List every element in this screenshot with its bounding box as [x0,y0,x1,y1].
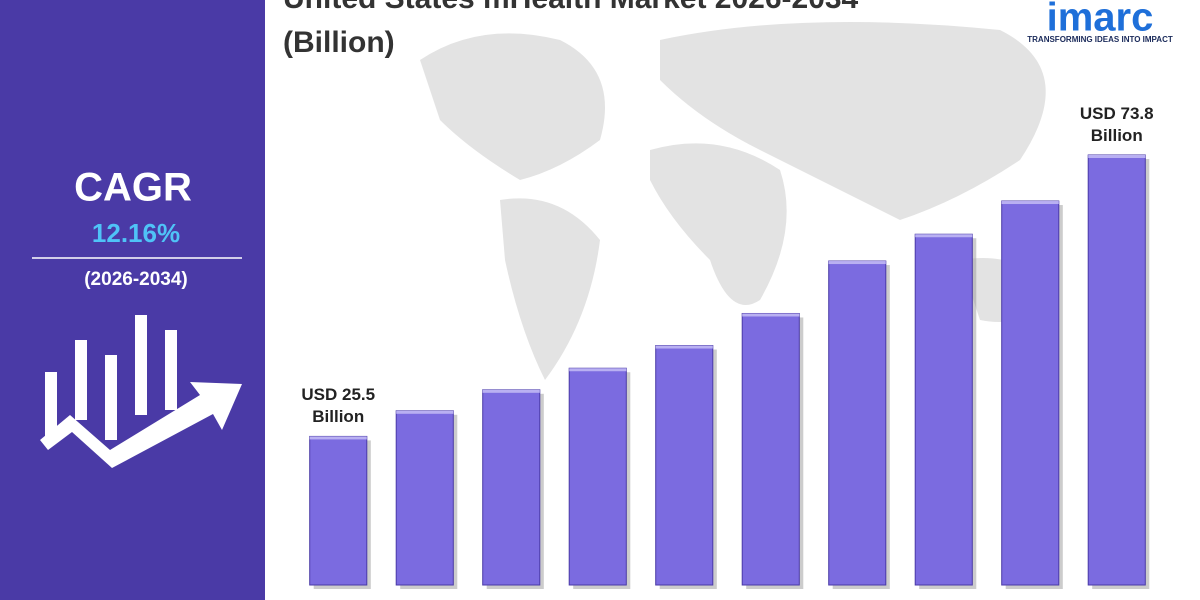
value-label: USD 25.5 Billion [301,385,376,427]
cagr-label: CAGR [74,166,192,210]
side-panel [0,0,265,600]
bar [914,233,973,586]
bar-top [828,261,886,265]
bar-top [915,234,973,238]
bar [1001,200,1060,586]
bar-top [742,313,800,317]
bar-top [569,368,627,372]
bar [1087,154,1146,586]
value-label: USD 73.8 Billion [1079,104,1154,145]
bar-top [482,389,540,393]
bar-top [1088,155,1146,158]
logo-tagline: TRANSFORMING IDEAS INTO IMPACT [1027,35,1173,44]
bar-top [309,436,367,440]
bar [655,345,714,586]
bar [741,312,800,586]
logo-name: imarc [1047,0,1154,40]
world-map [420,22,1050,380]
bar-top [1001,201,1059,205]
chart-title: United States mHealth Market 2026-2034 [283,0,859,15]
cagr-period: (2026-2034) [84,269,188,290]
chart-subtitle: (Billion) [283,26,395,59]
bar-top [655,345,713,349]
bar [568,367,627,586]
cagr-value: 12.16% [92,218,180,248]
growth-icon [40,315,242,468]
bar [395,410,454,586]
bar [828,260,887,586]
bar [482,389,541,586]
bar-top [396,410,454,414]
bar [309,435,368,586]
